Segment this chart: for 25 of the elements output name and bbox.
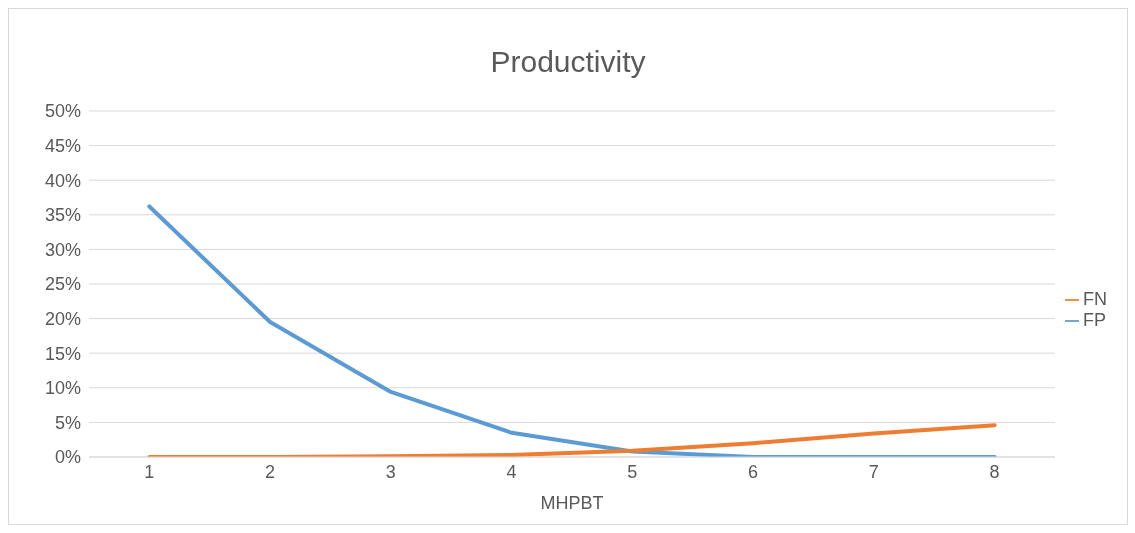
y-tick-label: 30% <box>44 239 81 260</box>
y-tick-label: 40% <box>44 170 81 191</box>
line-series <box>147 423 997 457</box>
y-tick-label: 10% <box>44 378 81 399</box>
y-tick-label: 15% <box>44 343 81 364</box>
y-tick-label: 35% <box>44 205 81 226</box>
x-tick-label: 5 <box>627 461 638 482</box>
x-tick-label: 1 <box>144 461 155 482</box>
y-tick-label: 5% <box>54 412 81 433</box>
x-tick-label: 2 <box>265 461 276 482</box>
y-tick-label: 45% <box>44 135 81 156</box>
legend-label: FN <box>1083 289 1107 309</box>
chart-title: Productivity <box>489 44 647 80</box>
x-tick-label: 6 <box>748 461 759 482</box>
y-tick-label: 25% <box>44 274 81 295</box>
x-tick-label: 4 <box>506 461 517 482</box>
x-tick-label: 3 <box>385 461 396 482</box>
line-series <box>147 204 997 457</box>
x-tick-label: 8 <box>989 461 1000 482</box>
x-axis-title: MHPBT <box>540 493 604 513</box>
legend-label: FP <box>1083 310 1107 330</box>
y-tick-label: 50% <box>44 101 81 122</box>
y-tick-label: 0% <box>54 447 81 468</box>
x-tick-label: 7 <box>868 461 879 482</box>
y-tick-label: 20% <box>44 308 81 329</box>
